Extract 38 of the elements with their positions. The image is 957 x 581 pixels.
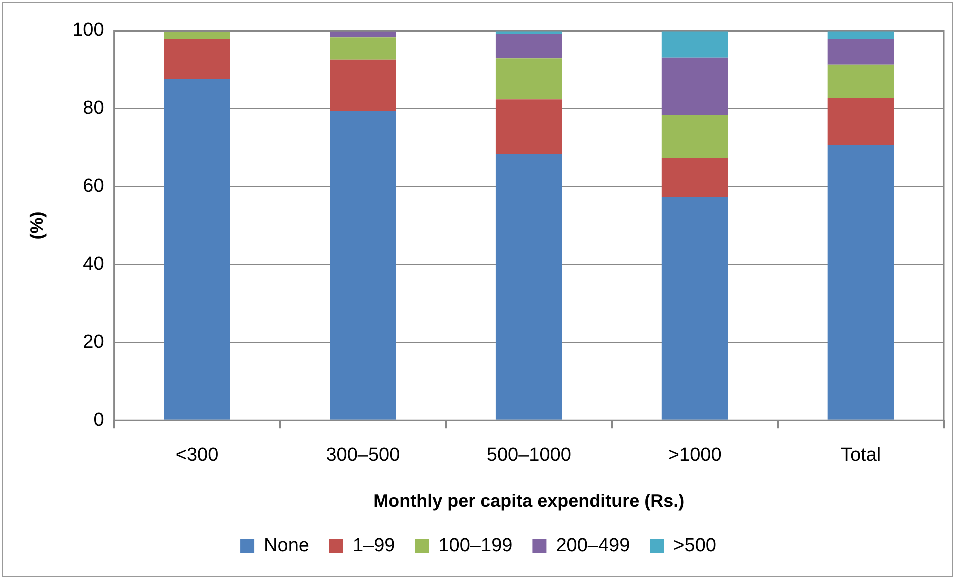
bar	[496, 100, 562, 154]
legend-label: None	[264, 536, 310, 557]
y-tick-label: 60	[83, 176, 104, 198]
legend-label: >500	[674, 536, 716, 557]
x-tick-label: 300–500	[326, 445, 400, 466]
bar	[164, 32, 230, 40]
bar	[164, 39, 230, 80]
bar	[496, 58, 562, 100]
y-axis-title: (%)	[26, 212, 47, 240]
bar	[496, 154, 562, 420]
bar	[662, 116, 728, 158]
legend-label: 100–199	[438, 536, 513, 557]
y-tick-label: 80	[83, 98, 104, 120]
bar	[496, 34, 562, 59]
bar	[662, 158, 728, 197]
x-tick-label: >1000	[668, 445, 722, 466]
bar	[828, 98, 894, 146]
bar	[662, 31, 728, 58]
bar	[330, 60, 396, 112]
x-tick-label: 500–1000	[486, 445, 572, 466]
bar	[828, 64, 894, 98]
bar	[662, 196, 728, 420]
bar	[330, 111, 396, 420]
bar	[164, 79, 230, 420]
bar	[828, 146, 894, 420]
bar	[330, 32, 396, 38]
y-tick-label: 40	[83, 254, 104, 275]
y-tick-label: 100	[72, 20, 104, 42]
x-axis-title: Monthly per capita expenditure (Rs.)	[374, 491, 685, 512]
y-tick-label: 20	[83, 332, 104, 353]
legend-label: 200–499	[556, 536, 630, 557]
bar	[662, 58, 728, 116]
bar	[828, 39, 894, 65]
y-tick-label: 0	[94, 410, 104, 431]
x-tick-label: Total	[840, 445, 882, 466]
x-tick-label: <300	[176, 445, 219, 466]
bar	[330, 38, 396, 60]
legend-label: 1–99	[352, 536, 396, 557]
